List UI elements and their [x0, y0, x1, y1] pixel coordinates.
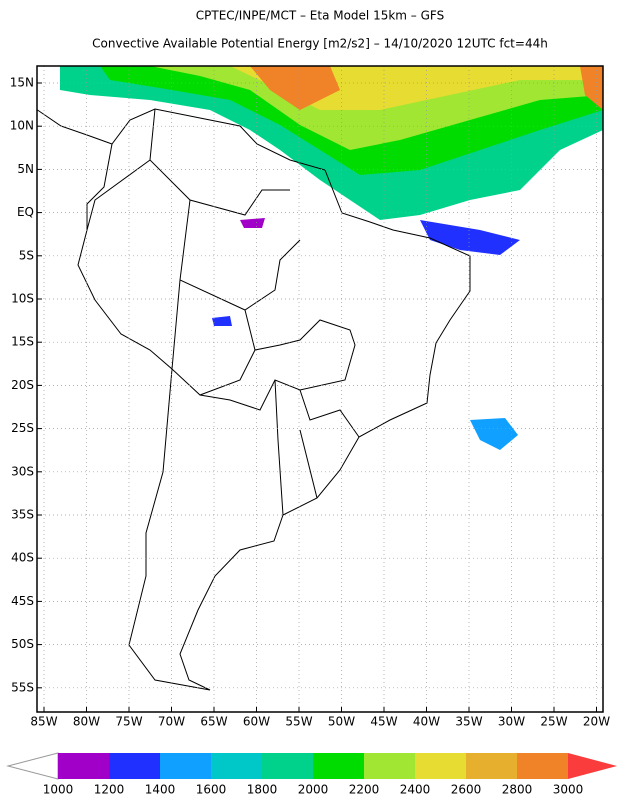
lat-label: 50S: [11, 637, 34, 651]
colorbar-under: [6, 752, 59, 780]
colorbar-segment: [466, 753, 517, 779]
colorbar-label: 1400: [145, 783, 176, 797]
lon-label: 70W: [158, 715, 185, 729]
colorbar-label: 1000: [43, 783, 74, 797]
lat-label: 5S: [19, 248, 34, 262]
colorbar-over: [568, 753, 617, 779]
title-line-2: Convective Available Potential Energy [m…: [92, 37, 548, 51]
lat-label: 35S: [11, 508, 34, 522]
colorbar-segment: [517, 753, 568, 779]
colorbar-label: 1800: [247, 783, 278, 797]
lat-label: 15N: [10, 76, 34, 90]
lon-label: 45W: [370, 715, 397, 729]
lon-label: 25W: [540, 715, 567, 729]
lat-label: 45S: [11, 594, 34, 608]
lon-label: 65W: [200, 715, 227, 729]
lon-label: 55W: [285, 715, 312, 729]
cape-field: [60, 66, 603, 450]
colorbar-segment: [211, 753, 262, 779]
lat-label: 15S: [11, 335, 34, 349]
colorbar: 1000 1200 1400 1600 1800 2000 2200 2400 2600 2800…: [6, 752, 617, 797]
colorbar-segment: [313, 753, 364, 779]
lon-label: 60W: [243, 715, 270, 729]
lon-label: 50W: [328, 715, 355, 729]
lon-label: 35W: [455, 715, 482, 729]
coastline: [37, 108, 471, 691]
lat-label: 5N: [17, 162, 34, 176]
title-line-1: CPTEC/INPE/MCT – Eta Model 15km – GFS: [196, 9, 444, 23]
colorbar-segment: [415, 753, 466, 779]
colorbar-label: 2800: [502, 783, 533, 797]
lat-label: 40S: [11, 551, 34, 565]
colorbar-label: 1600: [196, 783, 227, 797]
lon-label: 40W: [413, 715, 440, 729]
lat-label: 55S: [11, 680, 34, 694]
lon-label: 85W: [30, 715, 57, 729]
lon-label: 80W: [73, 715, 100, 729]
map-frame: [36, 65, 604, 713]
lat-label: 10S: [11, 292, 34, 306]
colorbar-label: 2000: [298, 783, 329, 797]
colorbar-segment: [109, 753, 160, 779]
colorbar-label: 2600: [451, 783, 482, 797]
lat-label: 20S: [11, 378, 34, 392]
map: [37, 66, 603, 712]
borders: [86, 108, 360, 516]
colorbar-label: 2200: [349, 783, 380, 797]
colorbar-segment: [364, 753, 415, 779]
lat-label: 10N: [10, 119, 34, 133]
colorbar-label: 1200: [94, 783, 125, 797]
colorbar-segment: [58, 753, 109, 779]
lat-label: 30S: [11, 464, 34, 478]
lon-label: 75W: [115, 715, 142, 729]
colorbar-segment: [262, 753, 313, 779]
colorbar-label: 2400: [400, 783, 431, 797]
colorbar-label: 3000: [553, 783, 584, 797]
lat-label: 25S: [11, 421, 34, 435]
colorbar-segment: [160, 753, 211, 779]
lon-label: 20W: [583, 715, 610, 729]
lon-label: 30W: [498, 715, 525, 729]
lat-label: EQ: [17, 205, 34, 219]
